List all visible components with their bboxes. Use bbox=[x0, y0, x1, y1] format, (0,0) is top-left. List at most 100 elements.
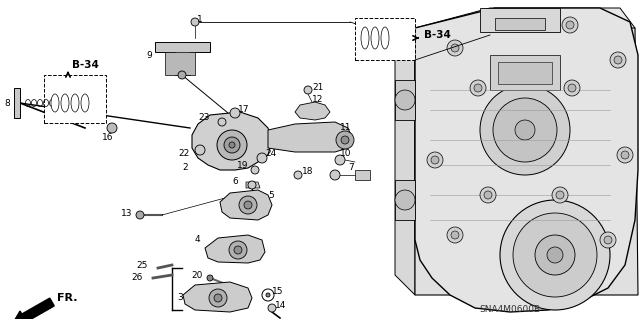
Text: 19: 19 bbox=[237, 160, 248, 169]
Ellipse shape bbox=[81, 94, 89, 112]
Circle shape bbox=[395, 90, 415, 110]
Circle shape bbox=[447, 227, 463, 243]
Polygon shape bbox=[155, 42, 210, 75]
Text: 6: 6 bbox=[232, 177, 238, 187]
Text: 2: 2 bbox=[182, 164, 188, 173]
Polygon shape bbox=[205, 235, 265, 263]
Polygon shape bbox=[246, 182, 260, 188]
Text: 9: 9 bbox=[147, 50, 152, 60]
Ellipse shape bbox=[371, 27, 379, 49]
Circle shape bbox=[335, 155, 345, 165]
Circle shape bbox=[470, 80, 486, 96]
Circle shape bbox=[493, 98, 557, 162]
Circle shape bbox=[304, 86, 312, 94]
Circle shape bbox=[244, 201, 252, 209]
Circle shape bbox=[600, 232, 616, 248]
Polygon shape bbox=[395, 80, 415, 120]
Circle shape bbox=[191, 18, 199, 26]
Circle shape bbox=[209, 289, 227, 307]
Bar bbox=[498, 62, 552, 84]
Text: 5: 5 bbox=[268, 190, 274, 199]
Polygon shape bbox=[295, 102, 330, 120]
FancyArrow shape bbox=[12, 298, 54, 319]
Circle shape bbox=[136, 211, 144, 219]
Text: 11: 11 bbox=[340, 123, 351, 132]
Circle shape bbox=[218, 118, 226, 126]
Text: 16: 16 bbox=[102, 133, 113, 143]
Polygon shape bbox=[480, 8, 560, 32]
Circle shape bbox=[214, 294, 222, 302]
Polygon shape bbox=[192, 112, 272, 170]
Circle shape bbox=[604, 236, 612, 244]
Text: 3: 3 bbox=[177, 293, 183, 302]
Polygon shape bbox=[415, 8, 635, 62]
Circle shape bbox=[248, 181, 256, 189]
Ellipse shape bbox=[51, 94, 59, 112]
Circle shape bbox=[336, 131, 354, 149]
Circle shape bbox=[556, 191, 564, 199]
Polygon shape bbox=[183, 282, 252, 312]
Circle shape bbox=[621, 151, 629, 159]
Circle shape bbox=[251, 166, 259, 174]
Text: 24: 24 bbox=[265, 149, 276, 158]
Ellipse shape bbox=[61, 94, 69, 112]
Circle shape bbox=[266, 293, 270, 297]
Text: 15: 15 bbox=[272, 286, 284, 295]
Text: 12: 12 bbox=[312, 95, 323, 105]
Circle shape bbox=[217, 130, 247, 160]
Circle shape bbox=[431, 156, 439, 164]
Circle shape bbox=[229, 142, 235, 148]
Circle shape bbox=[178, 71, 186, 79]
Polygon shape bbox=[495, 18, 545, 30]
Text: 14: 14 bbox=[275, 300, 286, 309]
Bar bbox=[355, 170, 370, 180]
Circle shape bbox=[547, 247, 563, 263]
Circle shape bbox=[564, 80, 580, 96]
Text: 8: 8 bbox=[4, 99, 10, 108]
Text: 7: 7 bbox=[348, 164, 354, 173]
Text: 13: 13 bbox=[120, 209, 132, 218]
Circle shape bbox=[224, 137, 240, 153]
Circle shape bbox=[500, 200, 610, 310]
Circle shape bbox=[617, 147, 633, 163]
Circle shape bbox=[614, 56, 622, 64]
Circle shape bbox=[480, 187, 496, 203]
Text: B-34: B-34 bbox=[72, 60, 99, 70]
Circle shape bbox=[330, 170, 340, 180]
Circle shape bbox=[395, 190, 415, 210]
Text: 1: 1 bbox=[197, 16, 203, 25]
Polygon shape bbox=[415, 8, 638, 312]
Circle shape bbox=[515, 120, 535, 140]
Polygon shape bbox=[268, 122, 352, 152]
Bar bbox=[44, 75, 106, 123]
Circle shape bbox=[195, 145, 205, 155]
Circle shape bbox=[427, 152, 443, 168]
Circle shape bbox=[566, 21, 574, 29]
Bar bbox=[355, 18, 415, 60]
Ellipse shape bbox=[71, 94, 79, 112]
Circle shape bbox=[262, 289, 274, 301]
Circle shape bbox=[207, 275, 213, 281]
Circle shape bbox=[480, 85, 570, 175]
Text: 18: 18 bbox=[302, 167, 314, 176]
Text: 21: 21 bbox=[312, 84, 323, 93]
Polygon shape bbox=[395, 28, 415, 295]
Circle shape bbox=[230, 108, 240, 118]
Text: B-34: B-34 bbox=[424, 30, 451, 40]
Text: 20: 20 bbox=[191, 271, 203, 279]
Circle shape bbox=[474, 84, 482, 92]
Text: 17: 17 bbox=[238, 106, 250, 115]
Circle shape bbox=[552, 187, 568, 203]
Circle shape bbox=[234, 246, 242, 254]
Bar bbox=[165, 52, 195, 75]
Circle shape bbox=[107, 123, 117, 133]
Ellipse shape bbox=[381, 27, 389, 49]
Text: 25: 25 bbox=[136, 261, 148, 270]
Circle shape bbox=[451, 44, 459, 52]
Circle shape bbox=[535, 235, 575, 275]
Polygon shape bbox=[395, 180, 415, 220]
Text: SNA4M0600B: SNA4M0600B bbox=[479, 306, 541, 315]
Circle shape bbox=[451, 231, 459, 239]
Circle shape bbox=[447, 40, 463, 56]
Bar bbox=[490, 55, 560, 90]
